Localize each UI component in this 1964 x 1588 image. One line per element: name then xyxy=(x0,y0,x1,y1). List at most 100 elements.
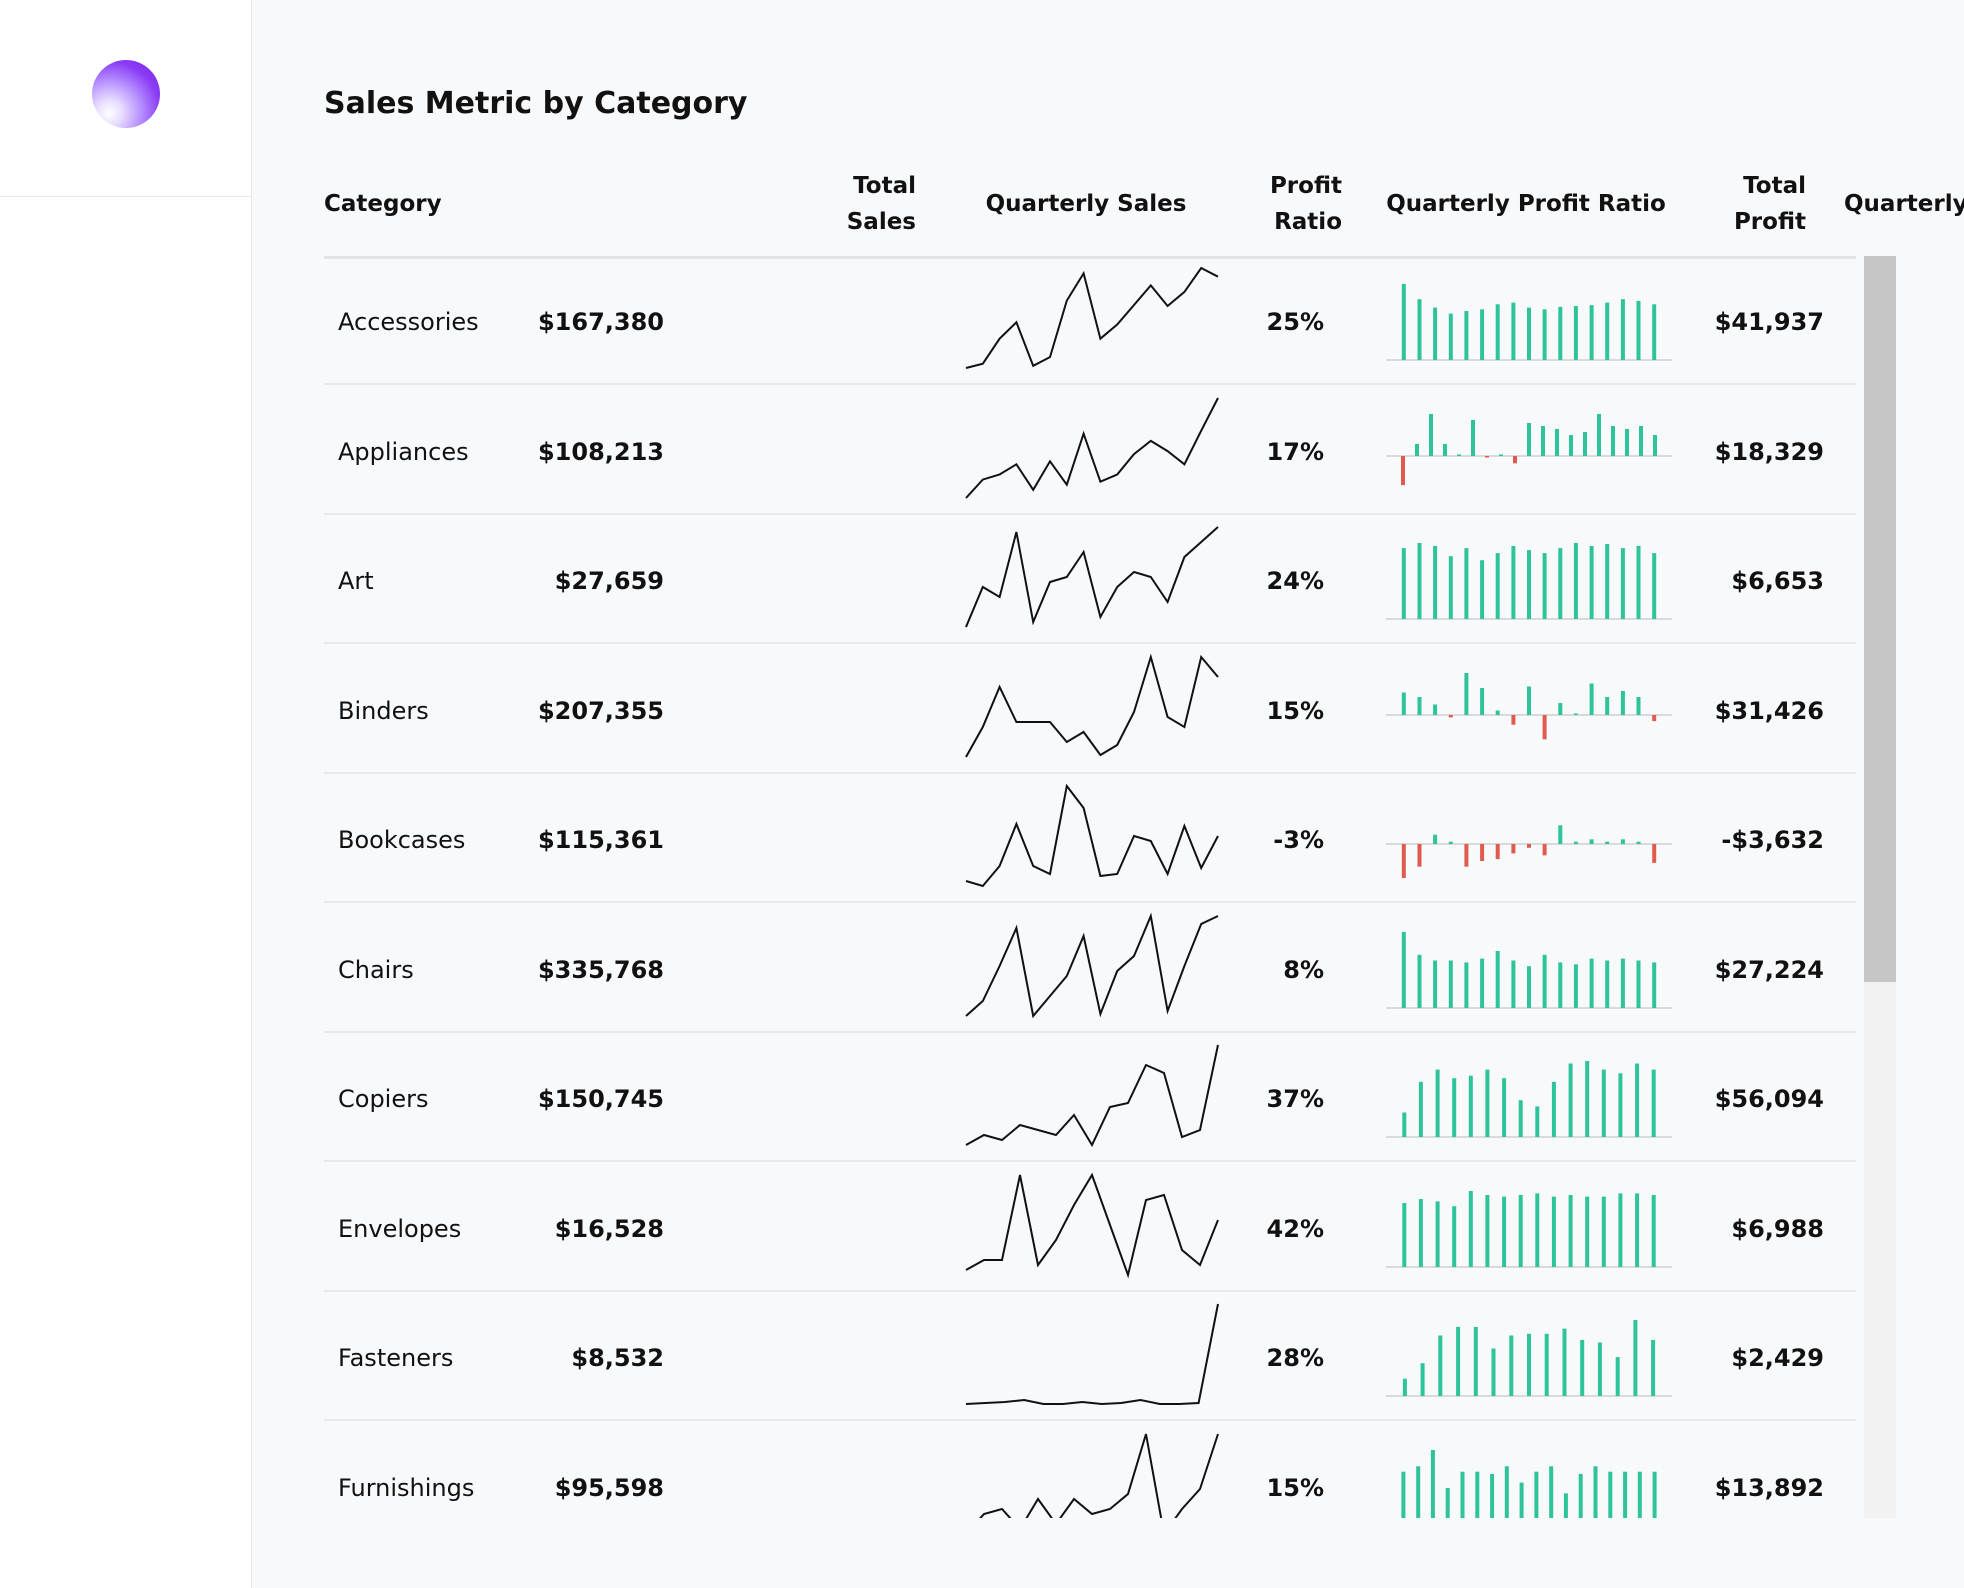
quarterly-profit-ratio-bars-bar xyxy=(1605,960,1610,1008)
quarterly-profit-ratio-bars-bar xyxy=(1652,714,1657,721)
quarterly-profit-ratio-bars-bar xyxy=(1402,1112,1407,1137)
quarterly-profit-ratio-bars-bar xyxy=(1542,553,1547,619)
quarterly-profit-ratio-bars-bar xyxy=(1464,844,1469,867)
table-row[interactable]: Furnishings $95,598 15% $13,892 xyxy=(324,1422,1856,1518)
quarterly-profit-ratio-bars-bar xyxy=(1542,844,1547,856)
quarterly-profit-ratio-bars-bar xyxy=(1633,1320,1638,1396)
table-row[interactable]: Envelopes $16,528 42% $6,988 xyxy=(324,1163,1856,1292)
vertical-scrollbar[interactable] xyxy=(1864,256,1896,1518)
dashboard-main: Sales Metric by Category Category Total … xyxy=(252,0,1964,1588)
quarterly-profit-ratio-bars xyxy=(1386,825,1672,878)
quarterly-sales-sparkline xyxy=(965,783,1219,888)
quarterly-profit-ratio-bars-bar xyxy=(1417,696,1422,715)
total-sales-value: $16,528 xyxy=(554,1214,664,1243)
logo-area xyxy=(0,0,251,197)
table-row[interactable]: Fasteners $8,532 28% $2,429 xyxy=(324,1292,1856,1421)
quarterly-profit-ratio-bars-bar xyxy=(1555,428,1559,456)
quarterly-profit-ratio-bars-bar xyxy=(1448,313,1453,360)
quarterly-profit-ratio-bars-bar xyxy=(1618,1073,1623,1137)
total-sales-value: $115,361 xyxy=(537,826,664,854)
header-total-sales: Total Sales xyxy=(772,168,916,240)
quarterly-profit-ratio-bars-bar xyxy=(1401,548,1406,619)
quarterly-profit-ratio-bars xyxy=(1386,1190,1672,1267)
table-row[interactable]: Binders $207,355 15% $31,426 xyxy=(324,645,1856,774)
scrollbar-thumb[interactable] xyxy=(1864,256,1896,982)
quarterly-profit-ratio-bars-bar xyxy=(1420,1363,1425,1396)
quarterly-sales-sparkline xyxy=(965,911,1219,1018)
quarterly-profit-ratio-bars-bar xyxy=(1429,413,1433,456)
quarterly-profit-ratio-bars-bar xyxy=(1499,454,1503,456)
quarterly-profit-ratio-bars-bar xyxy=(1495,553,1500,619)
profit-ratio-value: 28% xyxy=(1266,1344,1324,1372)
quarterly-profit-ratio-bars-bar xyxy=(1620,690,1625,715)
table-row[interactable]: Chairs $335,768 8% $27,224 xyxy=(324,904,1856,1033)
row-divider xyxy=(324,1419,1856,1421)
quarterly-profit-ratio-bars-bar xyxy=(1635,1192,1640,1267)
table-row[interactable]: Bookcases $115,361 -3% -$3,632 xyxy=(324,774,1856,903)
quarterly-sales-sparkline xyxy=(965,652,1219,757)
quarterly-sales-sparkline-line xyxy=(965,266,1219,369)
profit-ratio-value: 37% xyxy=(1266,1085,1324,1113)
table-row[interactable]: Art $27,659 24% $6,653 xyxy=(324,515,1856,644)
quarterly-profit-ratio-bars-bar xyxy=(1569,434,1573,456)
table-row[interactable]: Copiers $150,745 37% $56,094 xyxy=(324,1033,1856,1162)
header-profit-ratio: Profit Ratio xyxy=(1218,168,1342,240)
quarterly-profit-ratio-bars-bar xyxy=(1448,960,1453,1008)
quarterly-profit-ratio-bars-bar xyxy=(1511,714,1516,725)
quarterly-profit-ratio-bars-bar xyxy=(1433,307,1438,360)
quarterly-profit-ratio-bars-bar xyxy=(1544,1333,1549,1396)
category-label: Fasteners xyxy=(338,1344,454,1372)
quarterly-profit-ratio-bars-bar xyxy=(1558,306,1563,360)
table-row[interactable]: Appliances $108,213 17% $18,329 xyxy=(324,386,1856,515)
quarterly-profit-ratio-bars-bar xyxy=(1589,305,1594,360)
quarterly-profit-ratio-bars-bar xyxy=(1464,672,1469,715)
quarterly-profit-ratio-bars-bar xyxy=(1620,299,1625,360)
header-profit-ratio-line2: Ratio xyxy=(1274,209,1342,235)
profit-ratio-value: -3% xyxy=(1273,826,1324,854)
quarterly-profit-ratio-bars-bar xyxy=(1433,960,1438,1008)
brand-logo[interactable] xyxy=(92,60,160,128)
quarterly-profit-ratio-bars-bar xyxy=(1416,1465,1421,1518)
quarterly-profit-ratio-bars xyxy=(1386,543,1672,620)
category-label: Bookcases xyxy=(338,826,466,854)
quarterly-profit-ratio-bars-bar xyxy=(1583,431,1587,456)
quarterly-profit-ratio-bars-bar xyxy=(1401,284,1406,360)
total-profit-value: $6,988 xyxy=(1731,1214,1824,1243)
quarterly-profit-ratio-bars-bar xyxy=(1585,1196,1590,1267)
quarterly-profit-ratio-bars-bar xyxy=(1651,1194,1656,1267)
quarterly-profit-ratio-bars-bar xyxy=(1435,1069,1440,1137)
quarterly-profit-ratio-bars-bar xyxy=(1519,1482,1524,1518)
total-sales-value: $27,659 xyxy=(554,567,664,595)
quarterly-profit-ratio-bars-bar xyxy=(1511,960,1516,1008)
quarterly-profit-ratio-bars-bar xyxy=(1401,455,1405,485)
quarterly-profit-ratio-bars-bar xyxy=(1513,455,1517,463)
quarterly-profit-ratio-bars xyxy=(1386,413,1672,485)
quarterly-profit-ratio-bars-bar xyxy=(1651,1069,1656,1137)
category-label: Chairs xyxy=(338,955,414,984)
quarterly-sales-sparkline-line xyxy=(965,1172,1219,1278)
table-body[interactable]: Accessories $167,380 25% $41,937 Appliances $… xyxy=(324,256,1856,1518)
header-total-sales-line2: Sales xyxy=(846,209,916,235)
total-sales-value: $335,768 xyxy=(537,955,664,984)
quarterly-profit-ratio-bars-bar xyxy=(1460,1471,1465,1518)
quarterly-profit-ratio-bars-bar xyxy=(1620,548,1625,619)
quarterly-profit-ratio-bars-bar xyxy=(1620,958,1625,1008)
table-row[interactable]: Accessories $167,380 25% $41,937 xyxy=(324,256,1856,385)
quarterly-profit-ratio-bars-bar xyxy=(1597,1342,1602,1396)
header-quarterly-sales: Quarterly Sales xyxy=(985,191,1187,217)
row-divider xyxy=(324,1289,1856,1292)
quarterly-profit-ratio-bars-bar xyxy=(1502,1196,1507,1267)
quarterly-profit-ratio-bars xyxy=(1386,1320,1672,1397)
row-divider xyxy=(324,512,1856,515)
quarterly-profit-ratio-bars-bar xyxy=(1418,1198,1423,1267)
quarterly-sales-sparkline-line xyxy=(965,652,1219,757)
quarterly-sales-sparkline-line xyxy=(965,783,1219,888)
quarterly-profit-ratio-bars-bar xyxy=(1475,1471,1480,1518)
quarterly-profit-ratio-bars-bar xyxy=(1418,1081,1423,1137)
total-profit-value: $2,429 xyxy=(1731,1344,1824,1372)
quarterly-profit-ratio-bars-bar xyxy=(1480,958,1485,1008)
quarterly-profit-ratio-bars-bar xyxy=(1433,704,1438,715)
total-profit-value: $31,426 xyxy=(1714,696,1824,725)
quarterly-sales-sparkline xyxy=(965,1044,1219,1148)
total-sales-value: $150,745 xyxy=(537,1085,664,1113)
